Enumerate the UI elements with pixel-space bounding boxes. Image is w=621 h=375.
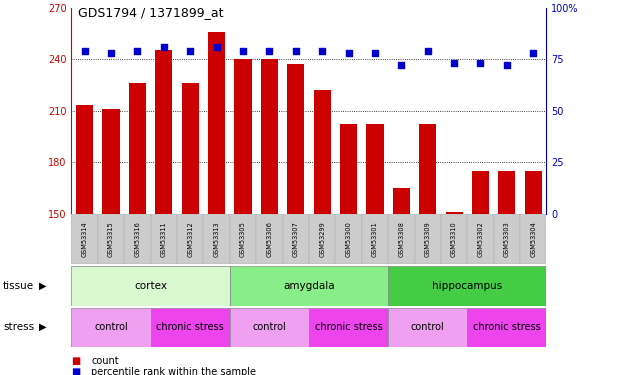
Text: GSM53309: GSM53309 (425, 221, 431, 257)
Point (449, 60, 459, 66)
Text: chronic stress: chronic stress (156, 322, 224, 332)
Bar (441, 214, 467, 264)
Bar (520, 214, 546, 264)
Text: amygdala: amygdala (283, 281, 335, 291)
Bar (445, 212, 463, 214)
Text: GSM53314: GSM53314 (81, 221, 88, 257)
Text: count: count (91, 356, 119, 366)
Bar (124, 214, 151, 264)
Point (343, 50, 353, 56)
Bar (230, 266, 388, 306)
Point (502, 62, 512, 68)
Text: GSM53310: GSM53310 (451, 221, 457, 257)
Bar (340, 124, 357, 214)
Bar (71, 214, 98, 264)
Text: GSM53313: GSM53313 (214, 221, 220, 257)
Bar (309, 308, 388, 347)
Bar (71, 308, 151, 347)
Bar (283, 214, 309, 264)
Bar (388, 308, 468, 347)
Bar (71, 266, 230, 306)
Bar (234, 59, 252, 214)
Bar (129, 83, 146, 214)
Bar (388, 266, 546, 306)
Text: percentile rank within the sample: percentile rank within the sample (91, 367, 256, 375)
Bar (155, 51, 173, 214)
Bar (98, 214, 124, 264)
Text: GSM53303: GSM53303 (504, 221, 510, 257)
Text: tissue: tissue (3, 281, 34, 291)
Text: GSM53304: GSM53304 (530, 221, 537, 257)
Text: control: control (253, 322, 286, 332)
Bar (419, 124, 437, 214)
Text: cortex: cortex (134, 281, 167, 291)
Point (79, 48, 89, 54)
Bar (415, 214, 441, 264)
Bar (208, 32, 225, 214)
Bar (309, 214, 335, 264)
Point (212, 44, 222, 50)
Bar (261, 59, 278, 214)
Text: chronic stress: chronic stress (315, 322, 383, 332)
Bar (181, 83, 199, 214)
Text: GSM53302: GSM53302 (478, 221, 484, 257)
Point (106, 50, 116, 56)
Point (317, 48, 327, 54)
Bar (361, 214, 388, 264)
Bar (392, 188, 410, 214)
Text: GSM53299: GSM53299 (319, 221, 325, 257)
Bar (314, 90, 331, 214)
Text: GSM53316: GSM53316 (134, 221, 140, 257)
Point (159, 44, 169, 50)
Bar (102, 109, 120, 214)
Bar (76, 105, 93, 214)
Bar (388, 214, 415, 264)
Point (528, 50, 538, 56)
Point (396, 62, 406, 68)
Text: control: control (411, 322, 445, 332)
Text: ■: ■ (71, 356, 81, 366)
Bar (525, 171, 542, 214)
Text: GSM53306: GSM53306 (266, 221, 273, 257)
Text: ▶: ▶ (39, 281, 47, 291)
Bar (498, 171, 515, 214)
Bar (335, 214, 361, 264)
Text: ▶: ▶ (39, 322, 47, 332)
Text: GSM53311: GSM53311 (161, 221, 167, 257)
Point (291, 48, 301, 54)
Text: hippocampus: hippocampus (432, 281, 502, 291)
Bar (230, 214, 256, 264)
Text: control: control (94, 322, 128, 332)
Text: GSM53307: GSM53307 (292, 221, 299, 257)
Point (185, 48, 195, 54)
Text: GSM53305: GSM53305 (240, 221, 246, 257)
Point (423, 48, 433, 54)
Text: GSM53300: GSM53300 (345, 221, 351, 257)
Text: stress: stress (3, 322, 34, 332)
Text: chronic stress: chronic stress (473, 322, 541, 332)
Text: GSM53312: GSM53312 (187, 221, 193, 257)
Bar (230, 308, 309, 347)
Bar (177, 214, 204, 264)
Text: GSM53315: GSM53315 (108, 221, 114, 257)
Bar (494, 214, 520, 264)
Bar (468, 308, 546, 347)
Bar (256, 214, 283, 264)
Point (476, 60, 486, 66)
Bar (366, 124, 384, 214)
Point (132, 48, 142, 54)
Bar (204, 214, 230, 264)
Point (265, 48, 274, 54)
Bar (150, 214, 177, 264)
Text: GSM53301: GSM53301 (372, 221, 378, 257)
Bar (150, 308, 230, 347)
Text: GDS1794 / 1371899_at: GDS1794 / 1371899_at (78, 6, 223, 19)
Bar (287, 64, 304, 214)
Bar (472, 171, 489, 214)
Point (370, 50, 380, 56)
Text: GSM53308: GSM53308 (398, 221, 404, 257)
Text: ■: ■ (71, 367, 81, 375)
Bar (468, 214, 494, 264)
Point (238, 48, 248, 54)
